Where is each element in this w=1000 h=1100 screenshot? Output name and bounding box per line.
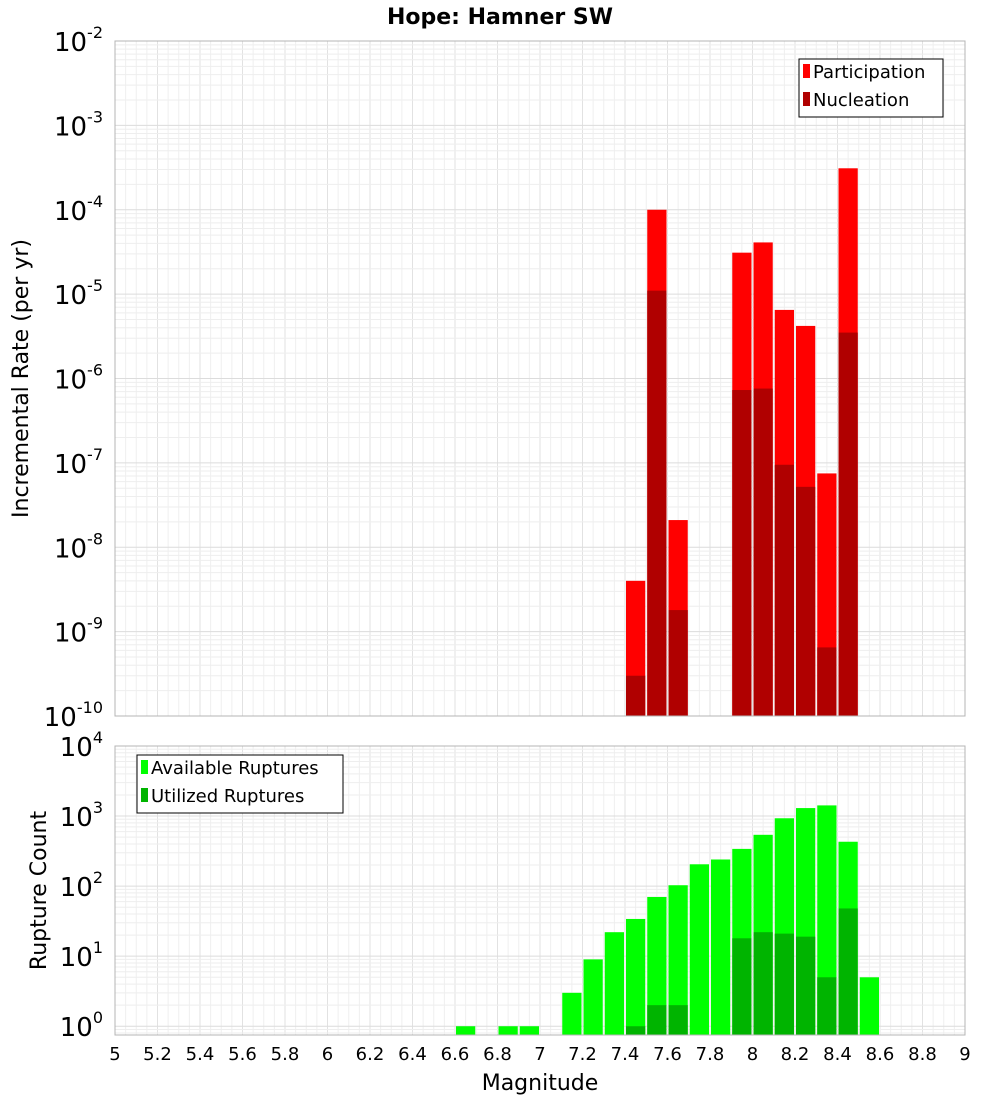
- y-tick-label: 102: [60, 868, 103, 903]
- x-tick-label: 6.4: [398, 1044, 427, 1065]
- y-tick-label: 103: [60, 798, 103, 833]
- x-tick-label: 7.6: [653, 1044, 682, 1065]
- count-bar-primary: [668, 885, 688, 1035]
- y-tick-label: 10-8: [54, 529, 103, 564]
- x-tick-label: 6.8: [483, 1044, 512, 1065]
- y-tick-label: 100: [60, 1008, 103, 1043]
- legend-label: Available Ruptures: [151, 758, 319, 779]
- incremental-rate-panel: 10-10 10-9 10-8 10-7 10-6 10-5 10-4 10-3 10-2 Inc…: [9, 23, 966, 733]
- rate-bar-secondary: [626, 675, 646, 716]
- count-bar-primary: [456, 1026, 476, 1035]
- rate-bar-secondary: [817, 647, 837, 716]
- legend-label: Utilized Ruptures: [151, 786, 304, 807]
- legend-box: [136, 754, 344, 814]
- x-tick-label: 9: [959, 1044, 970, 1065]
- x-tick-label: 7: [534, 1044, 545, 1065]
- y-tick-label: 10-2: [54, 23, 103, 58]
- count-bar-secondary: [838, 908, 858, 1035]
- rate-bar-secondary: [647, 290, 667, 716]
- x-tick-label: 6.2: [356, 1044, 385, 1065]
- count-bar-secondary: [817, 977, 837, 1035]
- rate-bar-secondary: [668, 610, 688, 716]
- legend-swatch: [141, 788, 148, 802]
- count-bar-primary: [647, 896, 667, 1035]
- x-tick-label: 8.4: [823, 1044, 852, 1065]
- plot-frame: [114, 40, 966, 717]
- y-tick-label: 10-3: [54, 107, 103, 142]
- count-bar-primary: [519, 1026, 539, 1035]
- y-tick-label: 10-6: [54, 361, 103, 396]
- count-bar-primary: [583, 959, 603, 1035]
- x-axis-label: Magnitude: [482, 1071, 599, 1096]
- x-tick-label: 7.8: [696, 1044, 725, 1065]
- x-tick-label: 5.6: [228, 1044, 257, 1065]
- rate-bar-secondary: [753, 388, 773, 716]
- y-axis-label: Incremental Rate (per yr): [9, 239, 34, 518]
- count-bar-secondary: [668, 1005, 688, 1035]
- count-bar-secondary: [774, 933, 794, 1035]
- count-bar-primary: [689, 864, 709, 1035]
- count-bar-primary: [626, 918, 646, 1035]
- legend-label: Participation: [813, 62, 925, 83]
- y-tick-label: 10-4: [54, 192, 103, 227]
- x-tick-label: 5.2: [143, 1044, 172, 1065]
- rate-bar-secondary: [732, 390, 752, 716]
- x-tick-label: 8: [747, 1044, 758, 1065]
- legend-swatch: [141, 760, 148, 774]
- count-bar-secondary: [732, 938, 752, 1035]
- count-bar-primary: [604, 932, 624, 1035]
- count-bar-secondary: [647, 1005, 667, 1035]
- rate-bar-secondary: [774, 464, 794, 716]
- legend-swatch: [803, 64, 810, 78]
- plot-frame: [114, 745, 966, 1036]
- x-tick-label: 5: [109, 1044, 120, 1065]
- count-bar-primary: [498, 1026, 518, 1035]
- count-bar-secondary: [753, 932, 773, 1035]
- x-tick-label: 7.2: [568, 1044, 597, 1065]
- count-bar-secondary: [626, 1026, 646, 1035]
- y-axis-label: Rupture Count: [27, 811, 52, 971]
- x-tick-label: 6: [322, 1044, 333, 1065]
- y-tick-label: 104: [60, 728, 103, 763]
- x-tick-label: 7.4: [611, 1044, 640, 1065]
- legend-box: [798, 58, 944, 118]
- x-tick-label: 5.4: [186, 1044, 215, 1065]
- y-tick-label: 101: [60, 938, 103, 973]
- y-tick-label: 10-10: [44, 698, 103, 733]
- legend-label: Nucleation: [813, 90, 909, 111]
- count-bar-primary: [859, 977, 879, 1035]
- x-tick-label: 8.8: [908, 1044, 937, 1065]
- count-bar-primary: [562, 992, 582, 1035]
- x-tick-label: 5.8: [271, 1044, 300, 1065]
- y-tick-label: 10-5: [54, 276, 103, 311]
- x-tick-label: 6.6: [441, 1044, 470, 1065]
- legend-swatch: [803, 92, 810, 106]
- rupture-count-panel: 100 101 102 103 104 Rupture Count Available Ru…: [27, 728, 971, 1065]
- chart-title: Hope: Hamner SW: [387, 5, 613, 30]
- rate-bar-secondary: [796, 486, 816, 716]
- y-tick-label: 10-7: [54, 445, 103, 480]
- count-bar-primary: [711, 859, 731, 1035]
- count-bar-secondary: [796, 936, 816, 1035]
- y-tick-label: 10-9: [54, 614, 103, 649]
- x-tick-label: 8.6: [866, 1044, 895, 1065]
- x-tick-label: 8.2: [781, 1044, 810, 1065]
- rate-bar-secondary: [838, 332, 858, 716]
